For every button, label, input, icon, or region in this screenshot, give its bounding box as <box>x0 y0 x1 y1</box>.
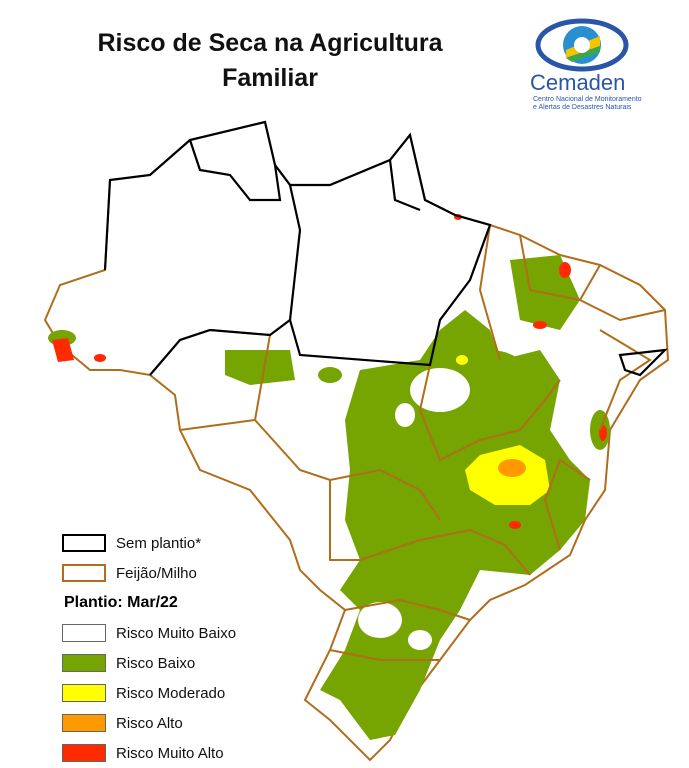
legend-swatch <box>62 684 106 702</box>
orange-area <box>498 459 526 477</box>
legend-item: Risco Muito Baixo <box>62 622 236 644</box>
legend-label: Risco Baixo <box>116 654 196 672</box>
state-borders <box>179 224 666 661</box>
white-gaps <box>358 368 470 650</box>
legend-swatch <box>62 744 106 762</box>
legend-swatch <box>62 714 106 732</box>
legend-label: Feijão/Milho <box>116 564 197 582</box>
no-planting-borders <box>103 120 668 377</box>
legend-label: Sem plantio* <box>116 534 202 552</box>
legend-item: Sem plantio* <box>62 532 201 554</box>
logo-subtitle: Centro Nacional de Monitoramento <box>533 96 642 103</box>
legend-heading: Plantio: Mar/22 <box>64 594 178 611</box>
logo-name: Cemaden <box>530 70 626 95</box>
legend-swatch <box>62 624 106 642</box>
legend-swatch <box>62 534 106 552</box>
legend-label: Risco Muito Baixo <box>116 624 237 642</box>
logo-subtitle: e Alertas de Desastres Naturais <box>533 104 632 111</box>
legend-item: Risco Alto <box>62 712 183 734</box>
legend-item: Feijão/Milho <box>62 562 197 584</box>
legend-label: Risco Moderado <box>116 684 226 702</box>
legend-item: Risco Moderado <box>62 682 225 704</box>
legend-swatch <box>62 564 106 582</box>
title: Risco de Seca na Agricultura Familiar <box>97 29 443 92</box>
legend-item: Risco Muito Alto <box>62 742 224 764</box>
logo-eye <box>535 18 629 72</box>
legend-label: Risco Muito Alto <box>116 744 224 762</box>
legend-label: Risco Alto <box>116 714 183 732</box>
yellow-spot <box>456 355 468 365</box>
legend-swatch <box>62 654 106 672</box>
legend-item: Risco Baixo <box>62 652 195 674</box>
